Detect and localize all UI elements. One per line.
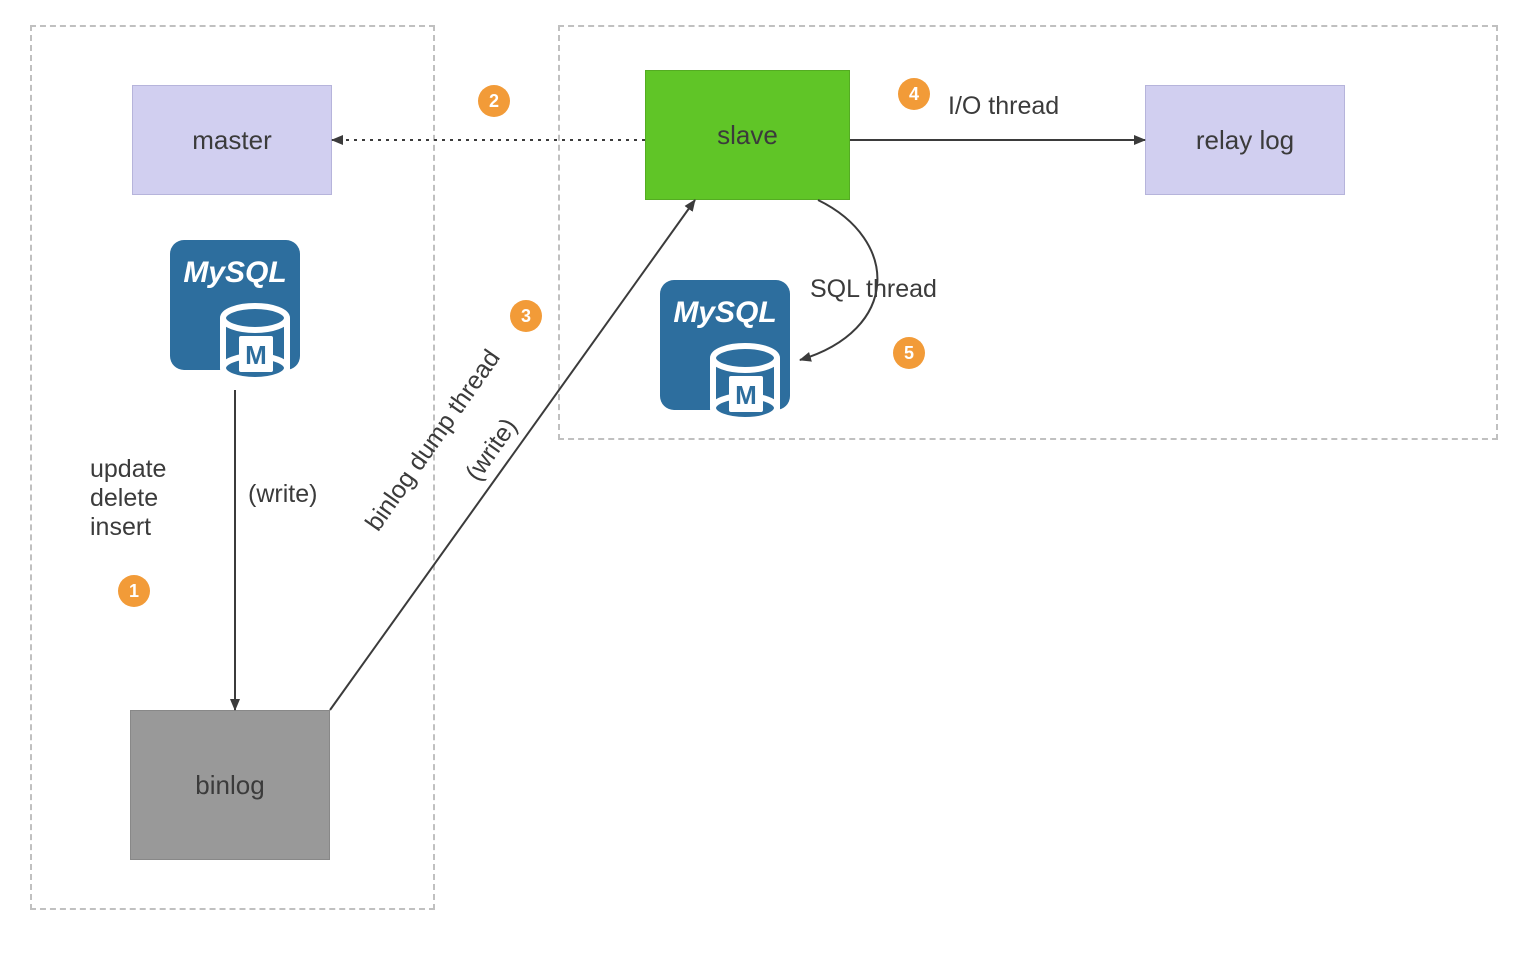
label-sql-thread: SQL thread [810,275,937,304]
mysql-master-icon: MySQL M [170,240,300,390]
step-badge-1: 1 [118,575,150,607]
slave-node-label: slave [717,120,778,151]
svg-text:M: M [735,380,757,410]
label-write-1: (write) [248,480,317,509]
relay-log-node-label: relay log [1196,125,1294,156]
diagram-canvas: master slave relay log binlog MySQL M My… [0,0,1539,953]
relay-log-node: relay log [1145,85,1345,195]
svg-text:M: M [245,340,267,370]
label-write-2: (write) [460,413,524,487]
master-node: master [132,85,332,195]
binlog-node-label: binlog [195,770,264,801]
label-io-thread: I/O thread [948,92,1059,121]
svg-text:MySQL: MySQL [183,256,286,289]
label-update-delete-insert: update delete insert [90,455,166,542]
mysql-slave-icon: MySQL M [660,280,790,430]
binlog-node: binlog [130,710,330,860]
master-node-label: master [192,125,271,156]
svg-text:MySQL: MySQL [673,296,776,329]
step-badge-2: 2 [478,85,510,117]
slave-node: slave [645,70,850,200]
step-badge-4: 4 [898,78,930,110]
step-badge-5: 5 [893,337,925,369]
step-badge-3: 3 [510,300,542,332]
